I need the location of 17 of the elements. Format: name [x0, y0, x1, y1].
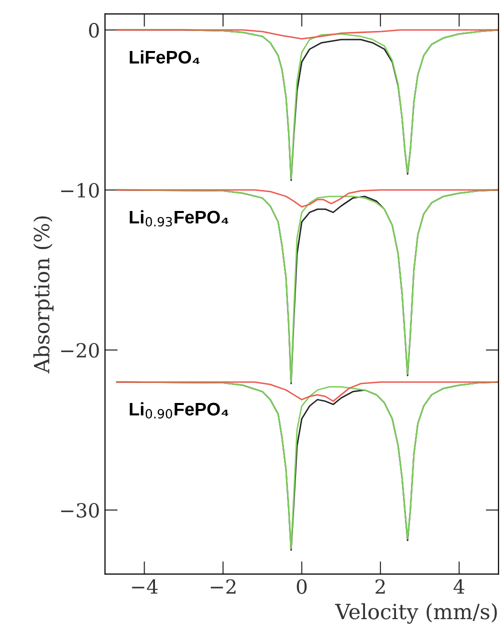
series-label: Li$_{0.93}$FePO₄ — [130, 210, 228, 227]
line-series — [116, 381, 498, 402]
x-tick-label: 2 — [376, 579, 385, 594]
x-tick-label: 4 — [454, 579, 464, 594]
x-tick-label: −2 — [210, 579, 236, 594]
y-tick-label: −30 — [61, 502, 99, 518]
x-tick-label: −4 — [132, 579, 158, 594]
y-tick-label: −10 — [61, 182, 99, 198]
series-label: Li$_{0.90}$FePO₄ — [130, 402, 228, 419]
x-axis-title: Velocity (mm/s) — [335, 603, 497, 624]
x-tick-label: 0 — [296, 579, 307, 594]
line-series — [116, 29, 498, 40]
y-tick-label: 0 — [89, 22, 99, 38]
line-series — [116, 189, 498, 208]
y-axis-title: Absorption (%) — [33, 216, 54, 374]
series-label: LiFePO₄ — [130, 50, 200, 64]
y-tick-label: −20 — [61, 342, 99, 358]
